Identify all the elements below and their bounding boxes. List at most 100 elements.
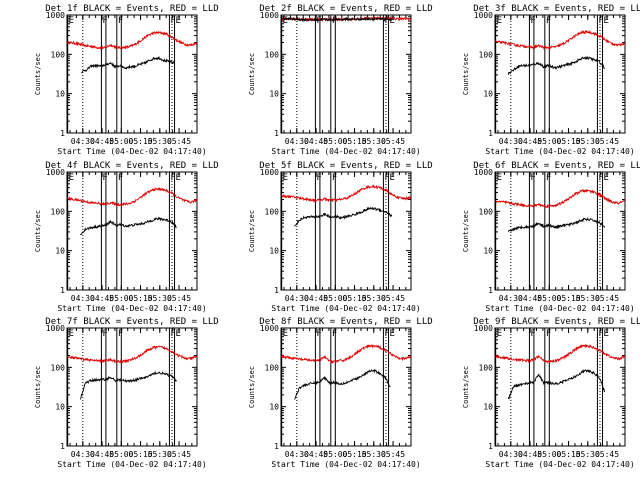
x-tick-label: 04:45 xyxy=(304,294,328,303)
x-tick-label: 05:15 xyxy=(343,450,367,459)
x-tick-label: 05:00 xyxy=(537,137,561,146)
marker-label: F xyxy=(102,173,107,183)
y-tick-label: 100 xyxy=(479,207,494,216)
lld-series-line xyxy=(67,186,198,207)
x-tick-label: 05:00 xyxy=(537,294,561,303)
events-series-line xyxy=(294,206,393,227)
x-axis-label: Start Time (04-Dec-02 04:17:40) xyxy=(271,460,420,469)
y-tick-label: 10 xyxy=(55,403,65,412)
plot-frame xyxy=(66,14,198,134)
x-tick-label: 05:00 xyxy=(109,294,133,303)
plot-frame xyxy=(280,327,412,447)
x-tick-label: 05:15 xyxy=(129,450,153,459)
marker-label: F xyxy=(118,329,123,339)
y-tick-label: 10 xyxy=(55,90,65,99)
marker-label: F xyxy=(118,173,123,183)
lld-series-line xyxy=(281,184,412,203)
lld-series-line xyxy=(495,344,626,364)
y-tick-label: 1000 xyxy=(260,324,279,333)
x-tick-label: 05:15 xyxy=(129,137,153,146)
x-tick-label: 05:00 xyxy=(109,450,133,459)
panel-title: Det 2f BLACK = Events, RED = LLD xyxy=(259,4,432,14)
events-series-line xyxy=(80,370,177,400)
x-tick-label: 04:30 xyxy=(71,450,95,459)
x-tick-label: 04:45 xyxy=(90,294,114,303)
y-tick-label: 10 xyxy=(483,403,493,412)
x-tick-label: 04:30 xyxy=(285,450,309,459)
marker-label: F xyxy=(546,16,551,26)
events-series-line xyxy=(80,216,177,236)
y-tick-label: 100 xyxy=(51,363,66,372)
marker-label: E xyxy=(604,329,609,339)
panel-5: Det 5f BLACK = Events, RED = LLD 1 10 100 10… xyxy=(248,161,433,313)
marker-label: E xyxy=(497,173,502,183)
y-tick-label: 100 xyxy=(51,50,66,59)
x-tick-label: 05:15 xyxy=(557,294,581,303)
marker-label: E xyxy=(69,329,74,339)
x-tick-label: 04:45 xyxy=(518,137,542,146)
x-tick-label: 04:45 xyxy=(90,450,114,459)
marker-label: F xyxy=(316,329,321,339)
x-axis-label: Start Time (04-Dec-02 04:17:40) xyxy=(57,304,206,313)
x-tick-label: 04:30 xyxy=(71,294,95,303)
panel-1: Det 1f BLACK = Events, RED = LLD 1 10 100 10… xyxy=(34,4,219,156)
x-tick-label: 05:45 xyxy=(381,137,405,146)
panel-title: Det 8f BLACK = Events, RED = LLD xyxy=(259,317,432,327)
x-axis-label: Start Time (04-Dec-02 04:17:40) xyxy=(57,460,206,469)
x-tick-label: 04:45 xyxy=(90,137,114,146)
marker-label: F xyxy=(118,16,123,26)
x-tick-label: 05:15 xyxy=(343,294,367,303)
y-tick-label: 100 xyxy=(479,363,494,372)
plot-frame xyxy=(66,171,198,291)
panel-2: Det 2f BLACK = Events, RED = LLD 1 10 100 10… xyxy=(248,4,433,156)
plot-frame xyxy=(494,14,626,134)
x-axis-label: Start Time (04-Dec-02 04:17:40) xyxy=(485,147,634,156)
y-tick-label: 1000 xyxy=(46,324,65,333)
panel-title: Det 4f BLACK = Events, RED = LLD xyxy=(45,161,218,171)
x-tick-label: 04:45 xyxy=(304,450,328,459)
marker-label: F xyxy=(170,16,175,26)
y-axis-label: Counts/sec xyxy=(248,366,256,408)
plot-frame xyxy=(280,171,412,291)
x-tick-label: 05:45 xyxy=(595,450,619,459)
x-tick-label: 04:30 xyxy=(499,294,523,303)
y-tick-label: 1 xyxy=(488,129,493,138)
y-tick-label: 10 xyxy=(483,247,493,256)
y-tick-label: 10 xyxy=(55,247,65,256)
y-tick-label: 100 xyxy=(265,363,280,372)
y-axis-label: Counts/sec xyxy=(248,53,256,95)
x-tick-label: 04:30 xyxy=(499,450,523,459)
x-tick-label: 05:45 xyxy=(167,294,191,303)
marker-label: F xyxy=(530,173,535,183)
y-tick-label: 1 xyxy=(60,442,65,451)
panel-3: Det 3f BLACK = Events, RED = LLD 1 10 100 10… xyxy=(462,4,640,156)
panel-4: Det 4f BLACK = Events, RED = LLD 1 10 100 10… xyxy=(34,161,219,313)
y-tick-label: 1 xyxy=(488,286,493,295)
x-tick-label: 05:45 xyxy=(595,137,619,146)
panel-title: Det 5f BLACK = Events, RED = LLD xyxy=(259,161,432,171)
y-axis-label: Counts/sec xyxy=(462,53,470,95)
plot-frame xyxy=(494,327,626,447)
marker-label: E xyxy=(176,16,181,26)
events-series-line xyxy=(280,16,393,22)
lld-series-line xyxy=(66,30,198,51)
x-tick-label: 05:30 xyxy=(362,137,386,146)
y-tick-label: 100 xyxy=(265,50,280,59)
x-tick-label: 05:30 xyxy=(576,450,600,459)
events-series-line xyxy=(507,55,605,75)
x-tick-label: 05:30 xyxy=(148,137,172,146)
marker-label: F xyxy=(598,173,603,183)
y-tick-label: 10 xyxy=(269,247,279,256)
y-tick-label: 1 xyxy=(60,286,65,295)
events-series-line xyxy=(81,56,175,74)
marker-label: F xyxy=(170,173,175,183)
x-tick-label: 05:30 xyxy=(148,294,172,303)
marker-label: E xyxy=(390,329,395,339)
x-axis-label: Start Time (04-Dec-02 04:17:40) xyxy=(271,147,420,156)
x-tick-label: 05:00 xyxy=(109,137,133,146)
panel-title: Det 3f BLACK = Events, RED = LLD xyxy=(473,4,640,14)
x-tick-label: 05:00 xyxy=(537,450,561,459)
marker-label: E xyxy=(176,173,181,183)
y-axis-label: Counts/sec xyxy=(34,210,42,252)
